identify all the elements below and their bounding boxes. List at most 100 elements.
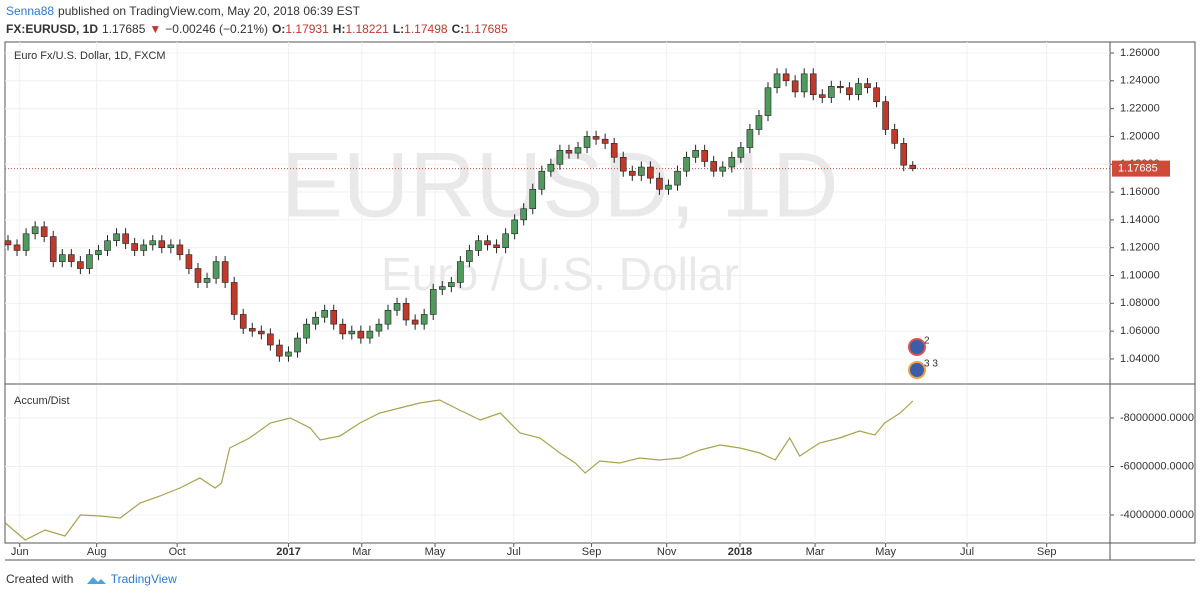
ohlc-value: 1.18221 [345,22,389,36]
candle-body [520,208,528,221]
ohlc-label: H: [332,22,346,36]
candle-body [764,87,772,116]
ohlc-value: 1.17685 [464,22,508,36]
candle-body [77,261,84,269]
change: −0.00246 (−0.21%) [165,22,269,36]
brand[interactable]: TradingView [110,572,177,586]
arrow: ▼ [149,22,162,36]
candle-body [384,309,392,325]
legend-text: Euro Fx/U.S. Dollar, 1D, FXCM [14,50,166,62]
x-tick-label: Mar [352,546,371,558]
candle-body [746,129,754,148]
candle-body [339,323,347,335]
candle-body [701,150,708,162]
candle-body [321,309,328,318]
candle-body [601,138,609,144]
candle-body [864,83,871,89]
published: published on TradingView.com, May 20, 20… [58,4,361,18]
candle-body [800,73,808,93]
candle-body [375,323,383,332]
candle-body [891,129,898,144]
y-tick-label: 1.20000 [1120,130,1160,142]
candle-body [656,177,663,190]
y-tick-label: 1.12000 [1120,242,1160,254]
candle-body [647,166,654,179]
candle-body [348,330,356,335]
candle-body [86,254,93,269]
y-tick-label: -6000000.0000 [1120,460,1194,472]
x-tick-label: Mar [806,546,825,558]
candle-body [710,161,718,172]
candle-body [113,233,120,242]
x-tick-label: Oct [169,546,186,558]
candle-body [529,188,537,210]
x-tick-label: Jul [507,546,521,558]
last-price-label: 1.17685 [1118,163,1158,175]
candle-body [31,226,39,235]
candle-body [303,323,310,339]
candle-body [855,83,862,96]
candle-body [4,240,12,246]
candle-body [457,261,464,283]
y-tick-label: 1.06000 [1120,325,1160,337]
y-tick-label: 1.14000 [1120,214,1160,226]
candle-body [882,101,889,130]
candle-body [140,244,148,251]
candle-body [674,170,681,186]
candle-body [484,240,491,246]
candle-body [402,303,410,321]
y-tick-label: 1.24000 [1120,75,1160,87]
x-tick-label: May [425,546,446,558]
candle-body [411,319,419,325]
candle-body [366,330,374,339]
y-tick-label: 1.10000 [1120,269,1160,281]
logo [86,576,106,584]
candle-body [809,73,817,96]
candle-body [583,136,591,148]
candle-body [330,309,338,325]
candle-body [873,87,880,102]
candle-body [122,233,129,244]
candle-body [683,156,690,172]
candle-body [547,163,555,172]
line-series [4,399,914,541]
candle-body [267,333,274,346]
candle-body [393,303,401,311]
x-tick-label: Nov [657,546,677,558]
x-tick-label: Sep [1037,546,1057,558]
y-tick-label: -8000000.0000 [1120,412,1194,424]
candle-body [728,156,736,168]
x-tick-label: Aug [87,546,107,558]
last-price-tag [1112,160,1170,177]
y-tick-label: 1.08000 [1120,297,1160,309]
x-tick-label: Jun [11,546,29,558]
candle-body [502,233,509,248]
symbol: FX:EURUSD, 1D [6,22,99,36]
candle-body [49,236,57,262]
y-tick-label: 1.16000 [1120,186,1160,198]
candle-body [40,226,48,237]
candle-body [828,86,835,98]
ohlc-label: L: [392,22,405,36]
candle-body [719,166,727,172]
candle-body [357,330,365,339]
footer: Created with TradingView [6,572,181,586]
candle-body [619,156,627,172]
candle-body [556,150,564,165]
candle-body [782,73,790,82]
candle-body [592,136,600,140]
author[interactable]: Senna88 [6,4,55,18]
event-badge-count: 2 [924,336,930,347]
candle-body [258,330,265,335]
candle-body [158,240,166,248]
created-with: Created with [6,572,74,586]
quote-line: FX:EURUSD, 1D 1.17685 ▼ −0.00246 (−0.21%) O:… [6,22,516,36]
ohlc-label: O: [272,22,286,36]
y-tick-label: 1.22000 [1120,103,1160,115]
last: 1.17685 [102,22,146,36]
candle-body [13,244,21,251]
candle-body [221,261,229,283]
candle-body [239,314,247,329]
